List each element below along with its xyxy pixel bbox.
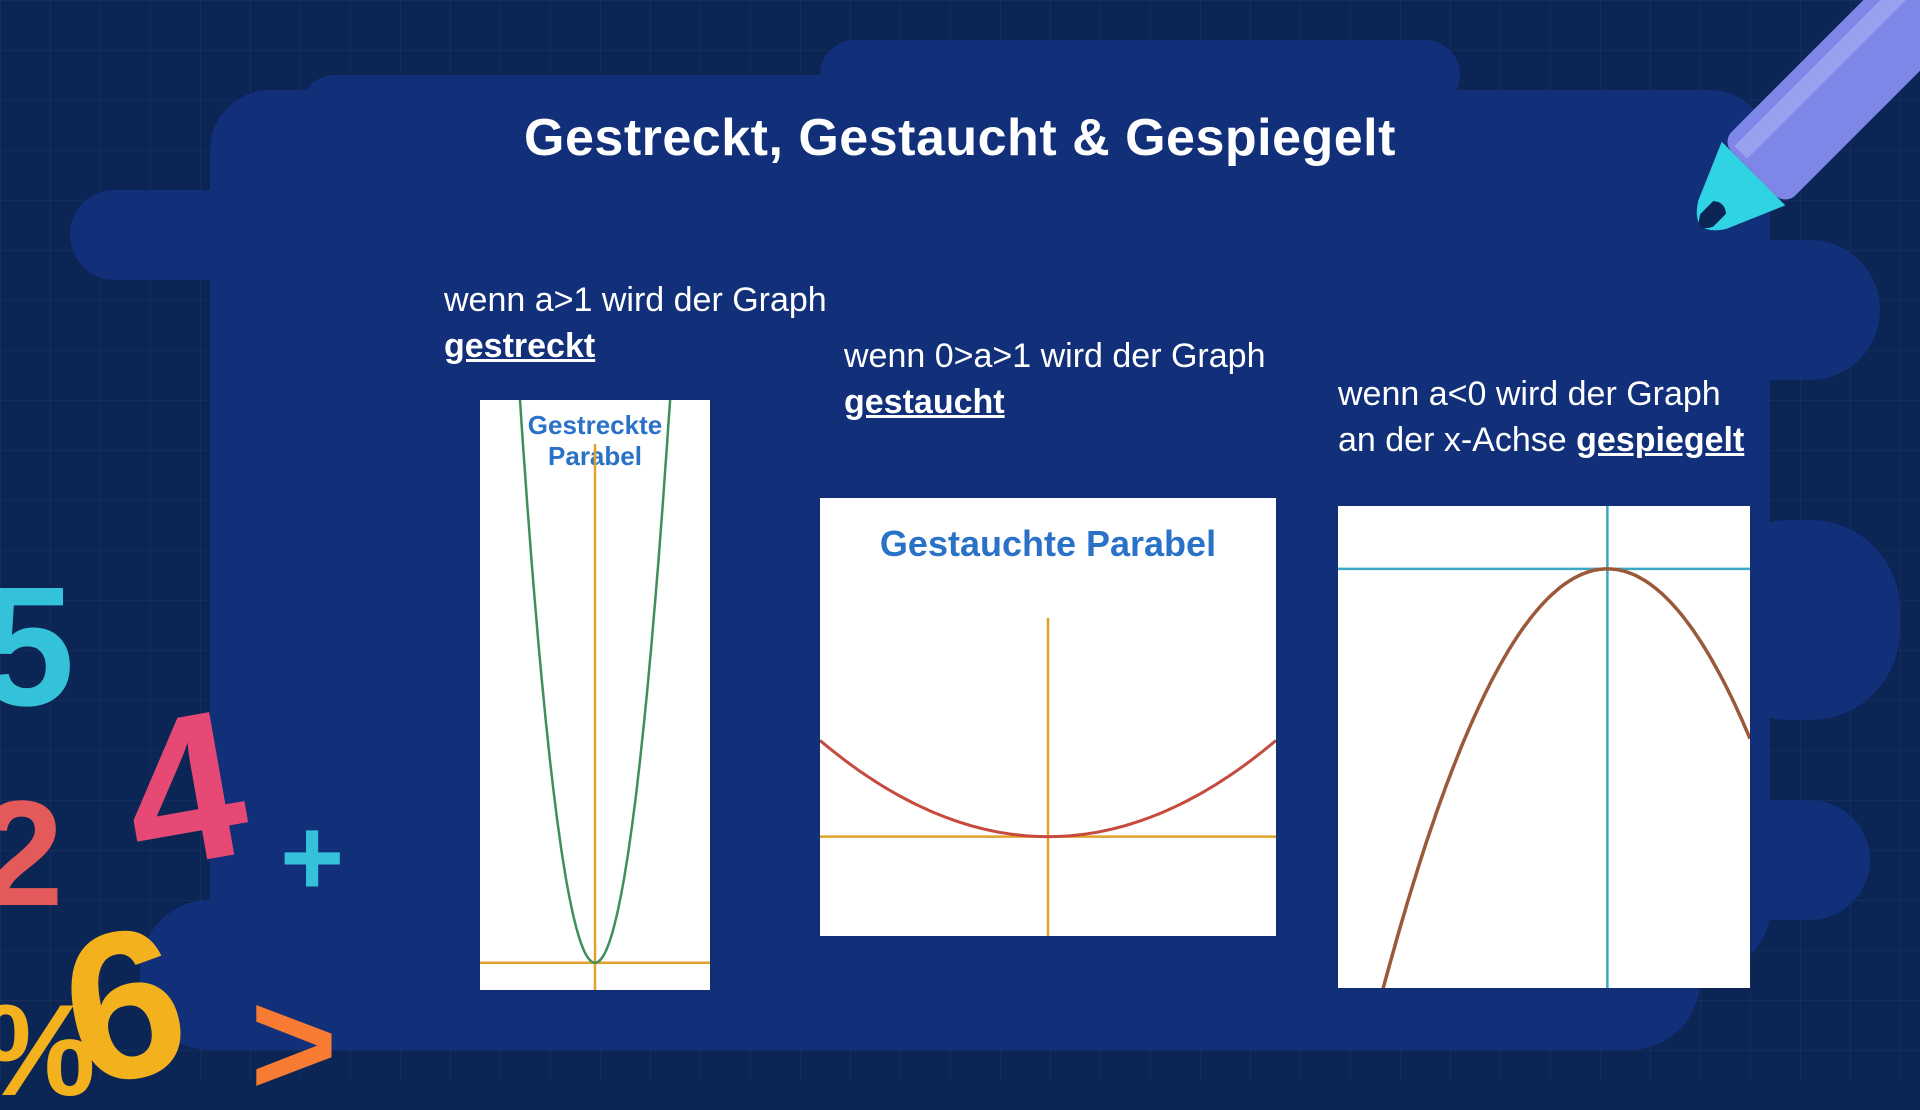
- compressed-panel: Gestauchte Parabel: [820, 498, 1276, 936]
- svg-text:>: >: [250, 959, 338, 1105]
- mirrored-chart: [1338, 506, 1750, 988]
- stretched-caption-keyword: gestreckt: [444, 327, 595, 365]
- svg-text:%: %: [0, 977, 96, 1105]
- compressed-caption-prefix: wenn 0>a>1 wird der Graph: [844, 337, 1265, 375]
- svg-text:5: 5: [0, 585, 75, 742]
- compressed-chart: [820, 498, 1276, 936]
- stretched-caption: wenn a>1 wird der Graph gestreckt: [444, 278, 834, 370]
- svg-text:+: +: [280, 796, 344, 919]
- stretched-panel: Gestreckte Parabel: [480, 400, 710, 990]
- mirrored-panel: [1338, 506, 1750, 988]
- pencil-icon: [1540, 0, 1920, 380]
- mirrored-caption: wenn a<0 wird der Graph an der x-Achse g…: [1338, 372, 1858, 464]
- stretched-chart: [480, 400, 710, 990]
- decorative-numbers: 5 2 4 + 6 % >: [0, 585, 410, 1110]
- mirrored-caption-keyword: gespiegelt: [1576, 421, 1744, 459]
- stretched-caption-prefix: wenn a>1 wird der Graph: [444, 281, 827, 319]
- compressed-caption: wenn 0>a>1 wird der Graph gestaucht: [844, 334, 1314, 426]
- mirrored-caption-line1: wenn a<0 wird der Graph: [1338, 375, 1721, 413]
- slide-title: Gestreckt, Gestaucht & Gespiegelt: [0, 108, 1920, 168]
- svg-text:4: 4: [106, 664, 262, 916]
- mirrored-caption-line2-prefix: an der x-Achse: [1338, 421, 1576, 459]
- compressed-caption-keyword: gestaucht: [844, 383, 1005, 421]
